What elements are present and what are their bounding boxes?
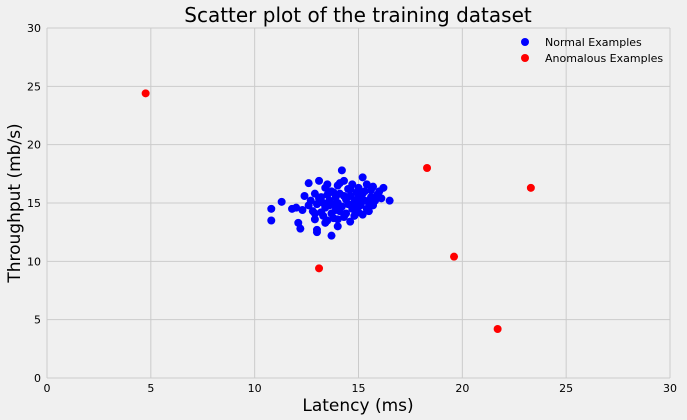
y-tick-label: 15 bbox=[27, 197, 41, 210]
normal-example-point bbox=[267, 204, 276, 213]
y-tick-label: 10 bbox=[27, 255, 41, 268]
legend-marker-normal bbox=[521, 38, 529, 46]
normal-example-point bbox=[364, 207, 373, 216]
normal-example-point bbox=[379, 183, 388, 192]
normal-example-point bbox=[321, 218, 330, 227]
normal-example-point bbox=[358, 173, 367, 182]
normal-example-point bbox=[329, 188, 338, 197]
legend-marker-anomalous bbox=[521, 54, 529, 62]
normal-example-point bbox=[333, 215, 342, 224]
normal-example-point bbox=[346, 217, 355, 226]
normal-example-point bbox=[342, 209, 351, 218]
normal-example-point bbox=[292, 203, 301, 212]
data-points bbox=[141, 89, 535, 333]
normal-example-point bbox=[333, 222, 342, 231]
x-tick-label: 25 bbox=[559, 382, 573, 395]
normal-example-point bbox=[323, 180, 332, 189]
anomalous-example-point bbox=[450, 252, 459, 261]
normal-example-point bbox=[327, 231, 336, 240]
anomalous-example-point bbox=[526, 183, 535, 192]
normal-example-point bbox=[277, 197, 286, 206]
normal-example-point bbox=[352, 195, 361, 204]
normal-example-point bbox=[339, 192, 348, 200]
x-tick-label: 30 bbox=[663, 382, 677, 395]
normal-example-point bbox=[312, 228, 321, 237]
normal-example-point bbox=[306, 196, 315, 205]
normal-example-point bbox=[337, 166, 346, 175]
normal-example-point bbox=[317, 193, 326, 202]
anomalous-example-point bbox=[493, 325, 502, 333]
normal-example-point bbox=[310, 215, 319, 224]
x-axis-label: Latency (ms) bbox=[302, 396, 413, 416]
y-tick-label: 30 bbox=[27, 22, 41, 35]
legend-label-normal: Normal Examples bbox=[545, 36, 642, 49]
normal-example-point bbox=[335, 179, 344, 188]
y-tick-label: 25 bbox=[27, 80, 41, 93]
normal-example-point bbox=[385, 196, 394, 205]
normal-example-point bbox=[296, 224, 305, 233]
normal-example-point bbox=[377, 194, 386, 203]
normal-example-point bbox=[315, 176, 324, 185]
series-normal-examples bbox=[267, 166, 394, 240]
y-axis-label: Throughput (mb/s) bbox=[5, 123, 25, 283]
normal-example-point bbox=[346, 192, 355, 200]
tick-labels: 0 5 10 15 20 25 30 0 5 10 15 20 25 30 bbox=[27, 22, 677, 395]
normal-example-point bbox=[354, 183, 363, 192]
anomalous-example-point bbox=[423, 164, 432, 172]
x-tick-label: 0 bbox=[44, 382, 51, 395]
series-anomalous-examples bbox=[141, 89, 535, 333]
normal-example-point bbox=[298, 206, 307, 214]
normal-example-point bbox=[346, 185, 355, 193]
normal-example-point bbox=[337, 202, 346, 211]
y-tick-label: 0 bbox=[34, 372, 41, 385]
legend-label-anomalous: Anomalous Examples bbox=[545, 52, 663, 65]
normal-example-point bbox=[358, 210, 367, 219]
normal-example-point bbox=[369, 182, 378, 191]
normal-example-point bbox=[362, 180, 371, 189]
y-tick-label: 20 bbox=[27, 139, 41, 152]
anomalous-example-point bbox=[141, 89, 150, 98]
normal-example-point bbox=[310, 209, 319, 218]
x-tick-label: 5 bbox=[147, 382, 154, 395]
chart-title: Scatter plot of the training dataset bbox=[184, 3, 532, 27]
legend: Normal Examples Anomalous Examples bbox=[521, 36, 663, 65]
x-tick-label: 15 bbox=[352, 382, 366, 395]
x-tick-label: 10 bbox=[248, 382, 262, 395]
normal-example-point bbox=[267, 216, 276, 225]
normal-example-point bbox=[358, 189, 367, 198]
y-tick-label: 5 bbox=[34, 314, 41, 327]
normal-example-point bbox=[300, 192, 309, 200]
x-tick-label: 20 bbox=[455, 382, 469, 395]
anomalous-example-point bbox=[315, 264, 324, 273]
normal-example-point bbox=[304, 179, 313, 188]
